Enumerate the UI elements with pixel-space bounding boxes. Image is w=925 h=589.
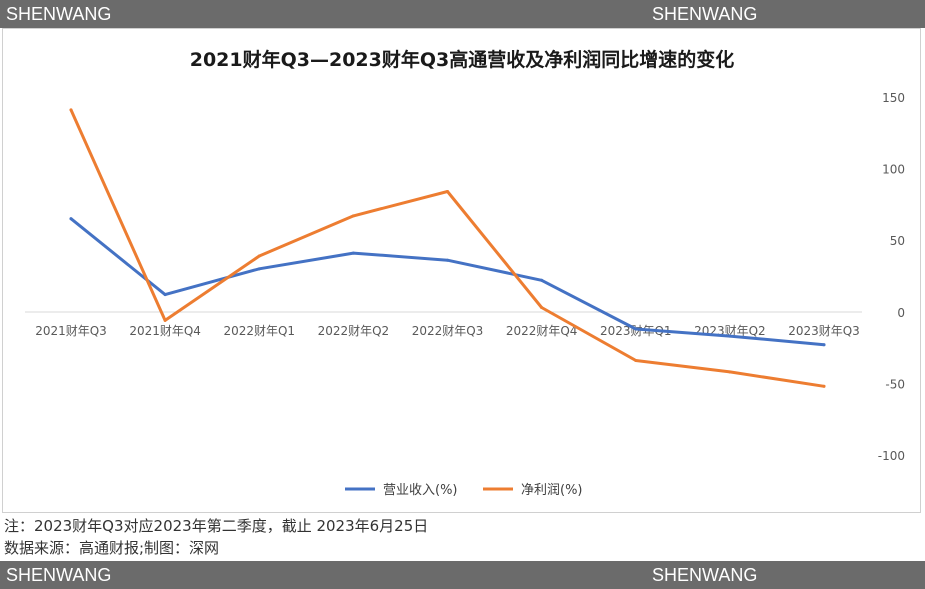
data-point xyxy=(163,318,167,322)
watermark-left: SHENWANG xyxy=(6,4,112,24)
note-line-2: 数据来源：高通财报;制图：深网 xyxy=(4,539,220,557)
legend-label: 营业收入(%) xyxy=(383,483,458,498)
watermark-band-top: SHENWANG SHENWANG xyxy=(0,0,925,28)
legend: 营业收入(%) 净利润(%) xyxy=(345,483,583,498)
data-point xyxy=(163,293,167,297)
watermark-band-bottom: SHENWANG SHENWANG xyxy=(0,561,925,589)
data-point xyxy=(822,343,826,347)
y-tick-label: 150 xyxy=(882,91,905,105)
x-tick-label: 2021财年Q3 xyxy=(35,324,107,338)
y-axis-ticks: 150 100 50 0 -50 -100 xyxy=(878,91,905,463)
data-point xyxy=(257,254,261,258)
x-axis-ticks: 2021财年Q3 2021财年Q4 2022财年Q1 2022财年Q2 2022财年Q3… xyxy=(35,324,860,338)
data-point xyxy=(728,334,732,338)
y-tick-label: 0 xyxy=(897,306,905,320)
watermark-bottom-left: SHENWANG xyxy=(6,565,112,585)
data-point xyxy=(351,214,355,218)
data-point xyxy=(822,384,826,388)
data-point xyxy=(728,370,732,374)
y-tick-label: -50 xyxy=(885,377,905,391)
x-tick-label: 2022财年Q4 xyxy=(506,324,578,338)
series-lines xyxy=(69,108,826,388)
watermark-bottom-right: SHENWANG xyxy=(652,565,758,585)
data-point xyxy=(257,267,261,271)
data-point xyxy=(634,358,638,362)
y-tick-label: 50 xyxy=(890,234,905,248)
legend-label: 净利润(%) xyxy=(521,483,583,498)
notes: 注：2023财年Q3对应2023年第二季度，截止 2023年6月25日 数据来源… xyxy=(4,515,428,559)
y-tick-label: -100 xyxy=(878,449,905,463)
chart-title: 2021财年Q3—2023财年Q3高通营收及净利润同比增速的变化 xyxy=(190,48,735,71)
x-tick-label: 2022财年Q2 xyxy=(318,324,390,338)
note-line-1: 注：2023财年Q3对应2023年第二季度，截止 2023年6月25日 xyxy=(4,517,429,535)
data-point xyxy=(351,251,355,255)
data-point xyxy=(540,306,544,310)
series-line-1 xyxy=(69,108,826,388)
data-point xyxy=(540,278,544,282)
data-point xyxy=(69,108,73,112)
data-point xyxy=(634,327,638,331)
x-tick-label: 2023财年Q1 xyxy=(600,324,672,338)
data-point xyxy=(446,258,449,262)
x-tick-label: 2021财年Q4 xyxy=(129,324,201,338)
watermark-right: SHENWANG xyxy=(652,4,758,24)
x-tick-label: 2022财年Q3 xyxy=(412,324,484,338)
y-tick-label: 100 xyxy=(882,163,905,177)
data-point xyxy=(69,217,73,221)
data-point xyxy=(446,190,449,194)
chart-frame xyxy=(2,28,921,513)
x-tick-label: 2022财年Q1 xyxy=(223,324,295,338)
x-tick-label: 2023财年Q3 xyxy=(788,324,860,338)
